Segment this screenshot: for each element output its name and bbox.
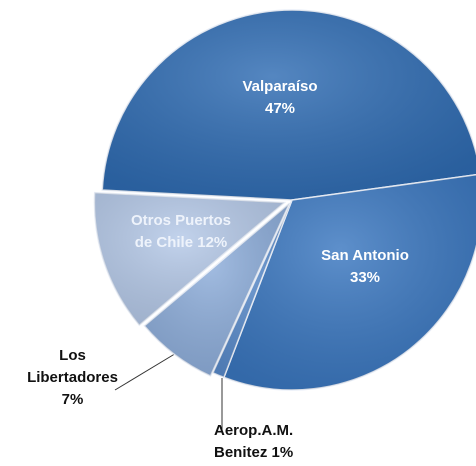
value-label: 33%	[349, 269, 381, 286]
category-label: Los Libertadores	[27, 347, 118, 386]
value-label: 1%	[271, 444, 294, 461]
leader-line	[114, 351, 179, 391]
slice-shade	[102, 10, 476, 200]
slice-shade	[94, 192, 285, 326]
slice-label: Aerop.A.M. Benitez 1%	[214, 420, 314, 464]
category-label: San Antonio	[321, 247, 409, 264]
value-label: 12%	[197, 234, 228, 251]
slice-label: Valparaíso 47%	[215, 76, 345, 120]
slice-shade	[212, 200, 292, 378]
value-label: 7%	[61, 391, 84, 408]
slice-shade	[223, 174, 476, 390]
slice-label: San Antonio 33%	[290, 245, 440, 289]
slice-shade	[144, 203, 290, 376]
slice-label: Los Libertadores 7%	[25, 345, 120, 411]
category-label: Aerop.A.M. Benitez	[214, 422, 294, 461]
category-label: Valparaíso	[242, 78, 318, 95]
value-label: 47%	[264, 100, 296, 117]
slice-label: Otros Puertos de Chile 12%	[122, 210, 240, 254]
category-label: Otros Puertos de Chile	[130, 212, 232, 251]
